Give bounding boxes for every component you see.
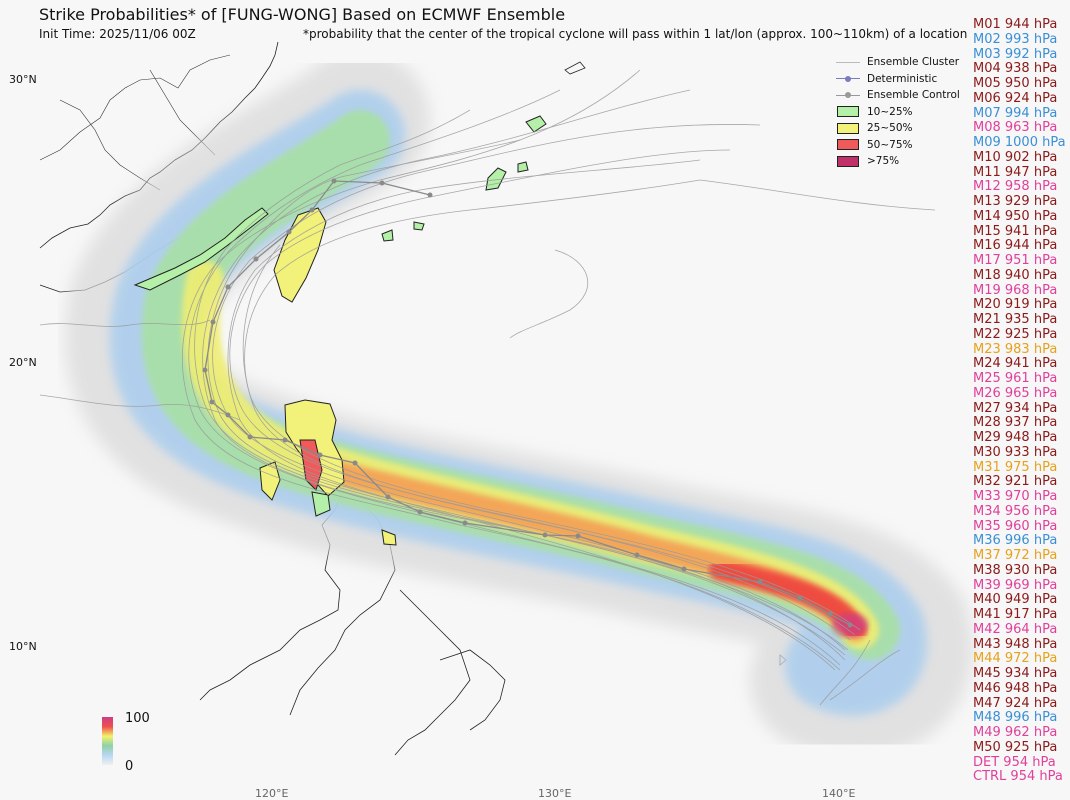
member-pressure-item: M50 925 hPa [973, 739, 1058, 755]
member-pressure-item: M07 994 hPa [973, 105, 1058, 121]
member-pressure-item: M41 917 hPa [973, 607, 1058, 622]
member-pressure-item: M34 956 hPa [973, 503, 1058, 519]
member-pressure-item: M48 996 hPa [973, 710, 1058, 726]
cluster-line-icon [836, 61, 860, 63]
legend-control: Ensemble Control [835, 87, 960, 104]
member-pressure-item: DET 954 hPa [973, 754, 1056, 770]
lat-label-10n: 10°N [9, 640, 37, 653]
bin-swatch-icon [837, 122, 859, 134]
member-pressure-item: M28 937 hPa [973, 415, 1058, 431]
lon-label-130e: 130°E [538, 787, 572, 800]
member-pressure-item: M18 940 hPa [973, 267, 1058, 283]
page-title: Strike Probabilities* of [FUNG-WONG] Bas… [39, 5, 566, 24]
colorbar-min-label: 0 [125, 759, 134, 774]
legend-bin: 25~50% [835, 120, 960, 137]
member-pressure-item: M17 951 hPa [973, 253, 1058, 268]
colorbar-max-label: 100 [125, 711, 150, 726]
member-pressure-item: M31 975 hPa [973, 459, 1058, 475]
member-pressure-item: M35 960 hPa [973, 518, 1058, 534]
member-pressure-item: M22 925 hPa [973, 326, 1058, 342]
member-pressure-item: M04 938 hPa [973, 61, 1058, 77]
member-pressure-item: M10 902 hPa [973, 149, 1058, 165]
lat-label-20n: 20°N [9, 356, 37, 369]
member-pressure-item: M05 950 hPa [973, 76, 1058, 91]
member-pressure-item: M13 929 hPa [973, 194, 1058, 209]
ensemble-control-track [202, 178, 853, 628]
legend-bin: 10~25% [835, 104, 960, 121]
member-pressure-item: M37 972 hPa [973, 548, 1058, 563]
control-line-icon [836, 92, 860, 99]
lon-label-120e: 120°E [255, 787, 289, 800]
legend-deterministic: Deterministic [835, 71, 960, 88]
member-pressure-item: M11 947 hPa [973, 164, 1058, 180]
lat-label-30n: 30°N [9, 73, 37, 86]
member-pressure-item: M12 958 hPa [973, 179, 1058, 195]
member-pressure-item: M30 933 hPa [973, 444, 1058, 460]
member-pressure-item: M40 949 hPa [973, 592, 1058, 608]
member-pressure-item: M29 948 hPa [973, 430, 1058, 445]
member-pressure-item: M19 968 hPa [973, 282, 1058, 298]
member-pressure-item: M32 921 hPa [973, 474, 1058, 490]
member-pressure-item: M24 941 hPa [973, 356, 1058, 372]
member-pressure-item: M33 970 hPa [973, 489, 1058, 504]
member-pressure-item: M45 934 hPa [973, 666, 1058, 681]
ensemble-tracks [39, 69, 936, 706]
probability-colorbar [102, 717, 113, 765]
member-pressure-item: M26 965 hPa [973, 385, 1058, 401]
member-pressure-item: M14 950 hPa [973, 208, 1058, 224]
member-pressure-item: M02 993 hPa [973, 31, 1058, 47]
member-pressure-item: M09 1000 hPa [973, 135, 1066, 150]
member-pressure-item: M25 961 hPa [973, 371, 1058, 386]
member-pressure-item: M36 996 hPa [973, 533, 1058, 549]
bin-swatch-icon [837, 155, 859, 167]
member-pressure-item: M27 934 hPa [973, 400, 1058, 416]
member-pressure-item: CTRL 954 hPa [973, 769, 1063, 785]
lon-label-140e: 140°E [822, 787, 856, 800]
footnote: *probability that the center of the trop… [303, 27, 968, 41]
probability-swath [65, 50, 973, 758]
member-pressure-item: M38 930 hPa [973, 562, 1058, 578]
member-pressure-item: M42 964 hPa [973, 621, 1058, 637]
member-pressure-item: M43 948 hPa [973, 636, 1058, 652]
member-pressure-item: M16 944 hPa [973, 238, 1058, 254]
bin-swatch-icon [837, 106, 859, 118]
legend-bin: 50~75% [835, 137, 960, 154]
legend: Ensemble Cluster Deterministic Ensemble … [835, 54, 960, 170]
member-pressure-item: M20 919 hPa [973, 297, 1058, 313]
bin-swatch-icon [837, 139, 859, 151]
member-pressure-item: M23 983 hPa [973, 341, 1058, 357]
legend-bin: >75% [835, 153, 960, 170]
legend-cluster: Ensemble Cluster [835, 54, 960, 71]
member-pressure-item: M47 924 hPa [973, 695, 1058, 711]
member-pressure-item: M49 962 hPa [973, 725, 1058, 740]
member-pressure-item: M15 941 hPa [973, 223, 1058, 239]
member-pressure-item: M39 969 hPa [973, 577, 1058, 593]
member-pressure-item: M21 935 hPa [973, 312, 1058, 327]
member-pressure-item: M01 944 hPa [973, 17, 1058, 32]
init-time: Init Time: 2025/11/06 00Z [39, 27, 196, 41]
member-pressure-item: M08 963 hPa [973, 120, 1058, 136]
member-pressure-item: M44 972 hPa [973, 651, 1058, 667]
member-pressure-item: M06 924 hPa [973, 90, 1058, 106]
member-pressure-item: M46 948 hPa [973, 680, 1058, 696]
member-pressure-list: M01 944 hPa M02 993 hPa M03 992 hPa M04 938… [973, 17, 1066, 785]
member-pressure-item: M03 992 hPa [973, 46, 1058, 62]
deterministic-line-icon [836, 75, 860, 82]
